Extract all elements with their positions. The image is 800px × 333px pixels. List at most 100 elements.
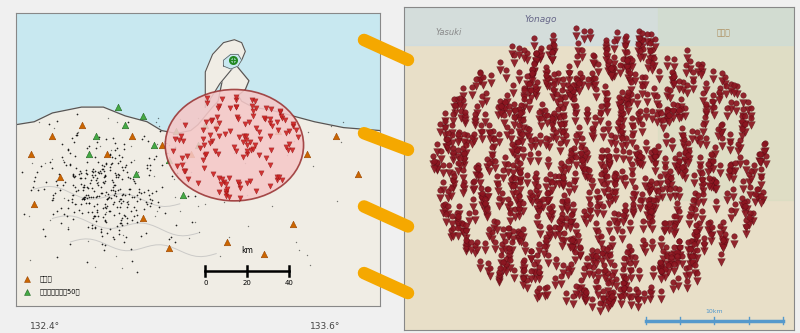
Point bbox=[758, 149, 770, 155]
Point bbox=[649, 36, 662, 42]
Point bbox=[655, 269, 668, 274]
Point bbox=[570, 291, 582, 296]
Point bbox=[508, 114, 521, 120]
Point bbox=[458, 163, 470, 168]
Point bbox=[510, 159, 523, 164]
Point bbox=[642, 197, 654, 202]
Point bbox=[673, 246, 686, 251]
Text: 鳥取県: 鳥取県 bbox=[716, 28, 730, 37]
Point bbox=[671, 208, 684, 213]
Point bbox=[101, 151, 114, 157]
Point bbox=[525, 276, 538, 282]
Point bbox=[93, 193, 106, 198]
Point bbox=[669, 156, 682, 161]
Point bbox=[272, 128, 285, 133]
Point bbox=[558, 230, 570, 236]
Point bbox=[447, 177, 460, 183]
Point bbox=[542, 206, 555, 211]
Point bbox=[644, 181, 657, 186]
Point bbox=[442, 139, 454, 145]
Point bbox=[642, 222, 655, 227]
Point bbox=[601, 186, 614, 191]
Point bbox=[475, 197, 488, 203]
Point bbox=[528, 91, 541, 96]
Point bbox=[516, 200, 529, 206]
Point bbox=[547, 41, 560, 46]
Point bbox=[570, 33, 582, 39]
Point bbox=[564, 158, 577, 163]
Point bbox=[544, 171, 557, 177]
Point bbox=[649, 162, 662, 167]
Point bbox=[542, 76, 555, 81]
Point bbox=[743, 184, 756, 190]
Point bbox=[90, 175, 103, 181]
Point bbox=[274, 110, 286, 115]
Point bbox=[458, 151, 470, 156]
Point bbox=[506, 191, 519, 196]
Point bbox=[82, 192, 94, 197]
Point bbox=[506, 82, 519, 88]
Point bbox=[70, 201, 82, 206]
Point bbox=[624, 255, 637, 260]
Point bbox=[534, 198, 547, 204]
Point bbox=[708, 144, 721, 149]
Point bbox=[89, 168, 102, 173]
Point bbox=[451, 226, 464, 231]
Point bbox=[540, 73, 553, 78]
Point bbox=[589, 253, 602, 258]
Point bbox=[682, 149, 695, 154]
Point bbox=[725, 81, 738, 86]
Point bbox=[458, 158, 470, 164]
Point bbox=[744, 210, 757, 215]
Point bbox=[481, 206, 494, 212]
Point bbox=[540, 80, 553, 86]
Point bbox=[666, 279, 679, 284]
Point bbox=[483, 273, 496, 278]
Point bbox=[436, 179, 449, 185]
Point bbox=[528, 136, 541, 141]
Point bbox=[614, 301, 627, 307]
Point bbox=[703, 219, 716, 224]
Point bbox=[507, 236, 520, 242]
Point bbox=[600, 45, 613, 51]
Point bbox=[595, 258, 608, 263]
Point bbox=[556, 95, 569, 101]
Point bbox=[126, 194, 138, 199]
Point bbox=[551, 70, 564, 76]
Point bbox=[737, 106, 750, 111]
Point bbox=[599, 175, 612, 180]
Point bbox=[586, 79, 598, 84]
Text: 20: 20 bbox=[242, 280, 251, 286]
Point bbox=[452, 215, 465, 221]
Point bbox=[556, 236, 569, 241]
Point bbox=[98, 217, 111, 222]
Point bbox=[666, 287, 679, 292]
Point bbox=[618, 215, 631, 220]
Point bbox=[617, 212, 630, 217]
Point bbox=[514, 110, 527, 115]
Point bbox=[706, 100, 719, 105]
Point bbox=[520, 285, 533, 290]
Point bbox=[726, 176, 739, 182]
Point bbox=[608, 134, 621, 140]
Point bbox=[156, 162, 169, 167]
Point bbox=[142, 172, 155, 177]
Point bbox=[119, 234, 132, 239]
Text: Yonago: Yonago bbox=[524, 15, 557, 24]
Point bbox=[174, 134, 187, 139]
Point bbox=[615, 132, 628, 137]
Point bbox=[618, 202, 631, 208]
Point bbox=[602, 252, 615, 257]
Point bbox=[434, 195, 446, 201]
Point bbox=[705, 177, 718, 182]
Point bbox=[645, 209, 658, 214]
Point bbox=[46, 134, 59, 139]
Point bbox=[530, 252, 543, 258]
Point bbox=[663, 186, 676, 192]
Point bbox=[46, 165, 58, 170]
Point bbox=[92, 169, 105, 175]
Point bbox=[223, 234, 236, 240]
Point bbox=[726, 194, 739, 199]
Point bbox=[494, 67, 506, 73]
Point bbox=[600, 50, 613, 55]
